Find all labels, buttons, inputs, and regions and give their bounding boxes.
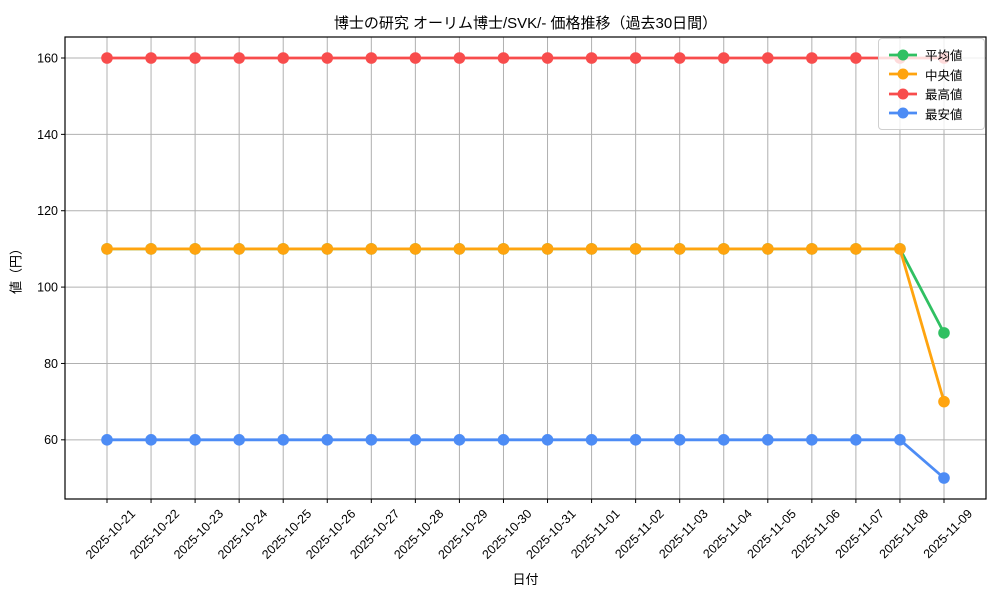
- series-point: [189, 243, 201, 255]
- series-line: [107, 247, 946, 403]
- series-0: [101, 243, 950, 339]
- series-point: [189, 52, 201, 64]
- y-tick-label: 140: [37, 128, 58, 142]
- axes-frame: [64, 36, 987, 500]
- chart-legend: 平均値中央値最高値最安値: [878, 38, 985, 130]
- series-point: [629, 52, 642, 64]
- series-line: [107, 247, 946, 334]
- series-point: [938, 395, 950, 408]
- series-point: [321, 434, 334, 446]
- legend-item-2: 最高値: [888, 84, 975, 103]
- series-point: [189, 434, 201, 446]
- series-point: [145, 243, 157, 255]
- series-point: [277, 243, 290, 255]
- series-point: [145, 434, 157, 446]
- series-point: [673, 243, 686, 255]
- series-point: [761, 434, 774, 446]
- series-point: [233, 52, 245, 64]
- legend-marker-icon: [889, 49, 917, 60]
- legend-label: 最安値: [925, 107, 963, 122]
- series-point: [233, 243, 245, 255]
- series-point: [101, 52, 113, 64]
- series-1: [101, 243, 950, 408]
- series-point: [233, 434, 245, 446]
- series-point: [321, 243, 334, 255]
- legend-item-3: 最安値: [888, 104, 975, 123]
- series-point: [541, 434, 554, 446]
- series-point: [806, 434, 818, 446]
- series-point: [365, 434, 378, 446]
- series-point: [365, 243, 378, 255]
- series-point: [717, 52, 730, 64]
- y-tick-label: 100: [37, 280, 58, 294]
- y-tick-label: 80: [44, 357, 58, 371]
- series-point: [497, 243, 510, 255]
- series-point: [850, 243, 862, 255]
- y-tick-label: 120: [37, 204, 58, 218]
- series-point: [850, 434, 862, 446]
- series-point: [585, 52, 598, 64]
- series-line: [107, 438, 945, 480]
- series-point: [453, 52, 466, 64]
- legend-item-0: 平均値: [888, 45, 975, 64]
- series-point: [894, 243, 906, 255]
- series-point: [453, 434, 466, 446]
- series-point: [806, 243, 818, 255]
- series-point: [453, 243, 466, 255]
- series-point: [629, 243, 642, 255]
- series-point: [497, 434, 510, 446]
- series-point: [717, 243, 730, 255]
- series-point: [497, 52, 510, 64]
- series-point: [806, 52, 818, 64]
- series-point: [673, 434, 686, 446]
- legend-label: 中央値: [925, 68, 963, 83]
- series-point: [145, 52, 157, 64]
- legend-label: 平均値: [925, 49, 963, 63]
- series-3: [101, 434, 950, 484]
- series-2: [101, 52, 950, 64]
- x-axis-label: 日付: [512, 572, 539, 587]
- legend-marker-icon: [889, 107, 917, 119]
- y-tick-label: 160: [37, 51, 58, 65]
- series-point: [585, 243, 598, 255]
- y-tick-label: 60: [44, 433, 58, 447]
- series-point: [409, 243, 422, 255]
- series-point: [673, 52, 686, 64]
- series-point: [629, 434, 642, 446]
- y-axis-label: 値（円）: [8, 241, 24, 295]
- series-point: [101, 434, 113, 446]
- grid: [65, 37, 986, 499]
- series-point: [277, 434, 290, 446]
- series-point: [761, 52, 774, 64]
- series-point: [409, 52, 422, 64]
- series-point: [585, 434, 598, 446]
- legend-item-1: 中央値: [888, 65, 975, 84]
- legend-marker-icon: [889, 68, 917, 80]
- series-point: [101, 243, 113, 255]
- series-point: [761, 243, 774, 255]
- series-point: [409, 434, 422, 446]
- series-point: [938, 472, 950, 484]
- series-point: [541, 243, 554, 255]
- series-point: [277, 52, 290, 64]
- chart-title: 博士の研究 オーリム博士/SVK/- 価格推移（過去30日間）: [333, 15, 718, 32]
- legend-label: 最高値: [925, 88, 963, 103]
- series-point: [850, 52, 862, 64]
- legend-marker-icon: [889, 88, 917, 100]
- series-point: [717, 434, 730, 446]
- ticks: 2025-10-212025-10-222025-10-232025-10-24…: [37, 51, 975, 561]
- series-point: [938, 327, 950, 339]
- series-point: [321, 52, 334, 64]
- series-point: [541, 52, 554, 64]
- series-point: [894, 434, 906, 446]
- series-point: [365, 52, 378, 64]
